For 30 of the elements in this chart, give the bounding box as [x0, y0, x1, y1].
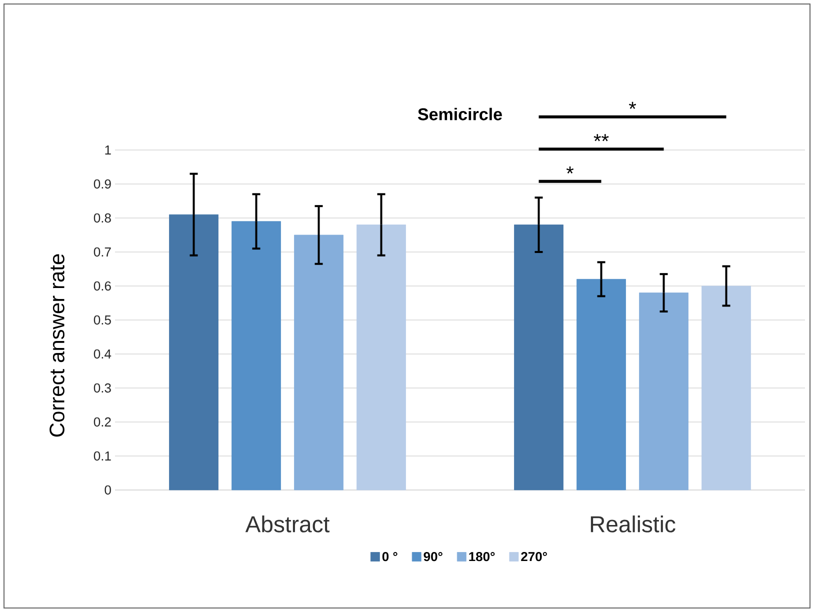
x-tick-label: Realistic: [590, 516, 676, 532]
y-tick-label: 0.3: [94, 383, 111, 393]
y-tick-label: 0.4: [94, 349, 112, 359]
bar: [294, 234, 344, 490]
legend-label: 90°: [424, 552, 442, 562]
y-tick-label: 0.2: [94, 417, 111, 427]
y-tick-label: 0: [104, 485, 111, 495]
legend-label: 0 °: [382, 552, 398, 562]
bar: [576, 278, 626, 490]
bar: [702, 286, 751, 490]
legend-label: 180°: [469, 552, 495, 562]
bar: [639, 292, 688, 490]
y-tick-label: 0.6: [94, 281, 111, 291]
y-tick-label: 0.9: [94, 179, 111, 189]
bar: [169, 214, 218, 490]
y-tick-label: 0.7: [94, 247, 111, 257]
y-tick-label: 0.1: [94, 451, 111, 461]
y-tick-label: 0.5: [94, 315, 111, 325]
legend-label: 270°: [521, 552, 547, 562]
x-tick-label: Abstract: [245, 516, 330, 532]
bar: [232, 221, 281, 490]
annotation: *: [566, 166, 574, 174]
bar: [514, 224, 564, 490]
y-tick-label: 1: [105, 146, 111, 154]
text: **: [594, 134, 609, 142]
text: *: [628, 102, 636, 109]
y-tick-label: 0.8: [94, 213, 111, 223]
chart-title: Semicircle: [418, 108, 502, 120]
bar: [356, 224, 406, 490]
y-axis-title: Correct answer rate: [50, 254, 64, 437]
